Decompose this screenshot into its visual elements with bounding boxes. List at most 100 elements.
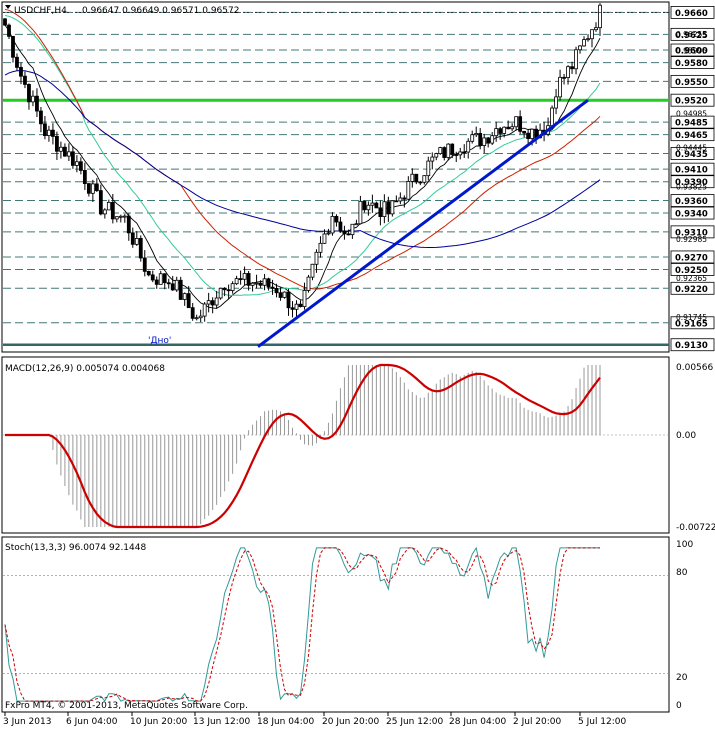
candle-body xyxy=(86,183,91,194)
candle-body xyxy=(7,24,11,37)
candle-body xyxy=(43,123,47,136)
candle-body xyxy=(23,75,27,85)
level-box xyxy=(670,74,715,88)
candle-body xyxy=(446,143,451,158)
candle-body xyxy=(210,300,215,306)
candle-body xyxy=(430,156,435,162)
candle-body xyxy=(394,200,399,203)
candle-body xyxy=(342,230,347,235)
x-tick-label: 28 Jun 04:00 xyxy=(449,717,506,727)
candle-body xyxy=(198,315,203,319)
candle-body xyxy=(122,215,127,218)
candle-body xyxy=(426,160,431,177)
candle-body xyxy=(326,232,331,235)
minor-price-label: 0.94445 xyxy=(676,144,707,153)
candle-body xyxy=(594,27,598,31)
candle-body xyxy=(126,215,131,234)
minor-price-label: 0.96255 xyxy=(676,30,707,39)
candle-body xyxy=(182,293,187,300)
level-box xyxy=(670,27,715,41)
candle-body xyxy=(306,276,311,291)
candle-body xyxy=(298,303,303,308)
ma-fast-line xyxy=(4,24,601,309)
candle-body xyxy=(19,66,23,77)
candle-body xyxy=(386,201,391,215)
candle-body xyxy=(346,233,351,236)
candle-body xyxy=(31,95,35,103)
candle-body xyxy=(490,135,495,144)
candle-body xyxy=(526,132,531,139)
candle-body xyxy=(410,173,415,182)
candle-body xyxy=(194,317,199,320)
ohlc-label: 0.96647 0.96649 0.96571 0.96572 xyxy=(82,6,239,16)
level-label: 0.9485 xyxy=(675,119,708,129)
candle-body xyxy=(330,215,335,234)
moving-averages xyxy=(4,8,601,309)
candle-body xyxy=(310,263,315,278)
candle-body xyxy=(450,143,455,155)
candle-body xyxy=(478,133,483,146)
candle-body xyxy=(302,290,307,308)
candle-body xyxy=(55,136,59,152)
candle-body xyxy=(338,221,343,232)
candle-body xyxy=(486,137,491,144)
candle-body xyxy=(510,126,515,130)
candle-body xyxy=(98,190,103,215)
candle-body xyxy=(59,146,63,152)
level-label: 0.9550 xyxy=(675,78,708,88)
candle-body xyxy=(214,297,219,306)
level-box xyxy=(670,56,715,69)
candle-body xyxy=(178,279,183,300)
candle-body xyxy=(222,287,227,291)
level-label: 0.9580 xyxy=(675,59,708,69)
candle-body xyxy=(570,66,574,70)
candle-body xyxy=(90,183,95,194)
candle-body xyxy=(522,130,527,134)
candle-body xyxy=(270,286,275,289)
candle-body xyxy=(398,197,403,202)
candle-body xyxy=(530,128,535,139)
stoch-panel xyxy=(1,536,670,713)
level-box xyxy=(670,147,715,160)
candle-body xyxy=(102,209,107,215)
minor-price-label: 0.95995 xyxy=(676,46,707,55)
copyright-label: FxPro MT4, © 2001-2013, MetaQuotes Softw… xyxy=(5,701,248,711)
level-label: 0.9310 xyxy=(675,228,708,238)
candle-body xyxy=(598,4,602,29)
candle-body xyxy=(550,107,554,127)
level-box xyxy=(670,175,715,189)
level-label: 0.9435 xyxy=(675,150,708,160)
candle-body xyxy=(370,202,375,206)
level-box xyxy=(670,225,715,239)
candle-body xyxy=(286,291,291,309)
candle-body xyxy=(294,303,299,310)
candle-body xyxy=(366,204,371,211)
level-box xyxy=(670,93,715,107)
candle-body xyxy=(170,283,175,291)
candle-body xyxy=(94,183,99,192)
candle-body xyxy=(134,238,139,245)
minor-price-label: 0.93825 xyxy=(676,182,707,191)
candle-body xyxy=(566,66,570,78)
candle-body xyxy=(118,215,123,218)
x-tick-label: 10 Jun 20:00 xyxy=(130,717,187,727)
stoch-level-100: 100 xyxy=(676,540,693,550)
candle-body xyxy=(254,282,259,285)
candle-body xyxy=(206,300,211,305)
time-axis: 3 Jun 2013 6 Jun 04:00 10 Jun 20:00 13 Jun … xyxy=(3,712,627,727)
candle-body xyxy=(518,116,523,132)
stoch-level-0: 0 xyxy=(676,701,682,711)
level-box xyxy=(670,162,715,176)
candle-body xyxy=(458,151,463,156)
candle-body xyxy=(47,129,51,136)
candle-body xyxy=(39,110,43,125)
macd-bottom-label: -0.007223 xyxy=(676,523,715,533)
candle-body xyxy=(130,232,135,245)
candle-body xyxy=(418,181,423,184)
main-panel xyxy=(1,1,670,353)
candle-body xyxy=(358,200,363,225)
level-label: 0.9340 xyxy=(675,210,708,220)
candle-body xyxy=(274,287,279,294)
candle-body xyxy=(506,126,511,130)
stoch-d-line xyxy=(4,547,600,702)
